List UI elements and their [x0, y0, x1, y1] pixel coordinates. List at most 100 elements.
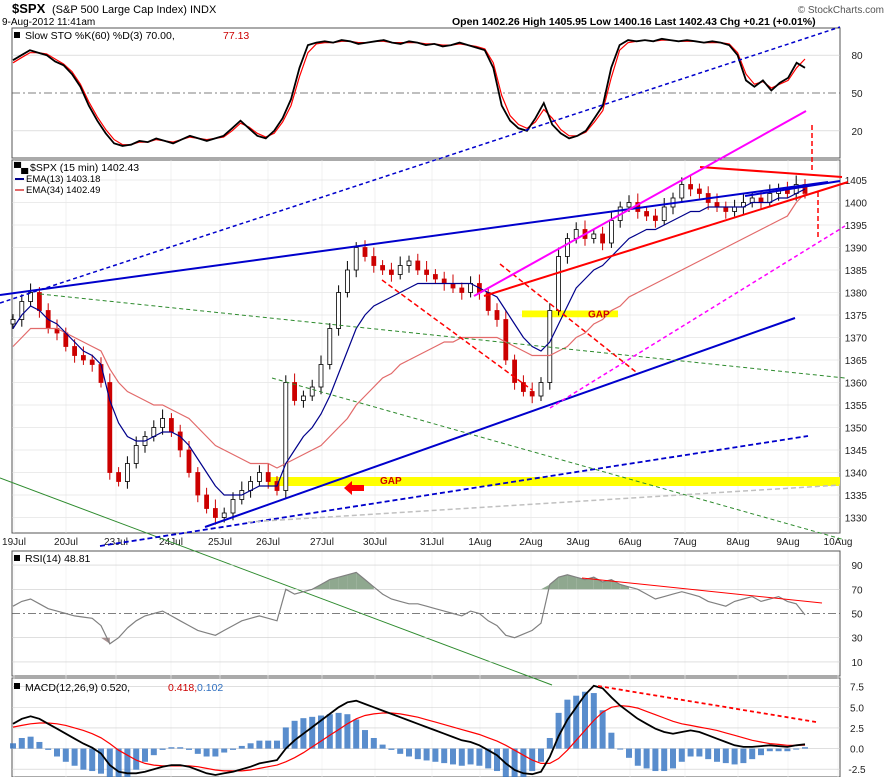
rsi-overbought-fill	[558, 574, 568, 590]
macd-histogram-bar	[194, 748, 201, 754]
candle-body	[679, 184, 685, 199]
macd-histogram-bar	[423, 748, 430, 761]
rsi-legend: RSI(14) 48.81	[25, 553, 91, 565]
price-tick-label: 1380	[845, 289, 868, 300]
candle-body	[160, 418, 166, 428]
macd-histogram-bar	[221, 748, 228, 753]
candle-body	[521, 382, 526, 392]
rsi-legend-swatch	[14, 555, 20, 561]
ema13-line	[12, 188, 806, 496]
sto-tick-label: 80	[851, 51, 863, 62]
ema34-legend: EMA(34) 1402.49	[26, 185, 100, 196]
macd-histogram-bar	[441, 748, 448, 764]
sto-legend: Slow STO %K(60) %D(3) 70.00,	[25, 30, 175, 42]
candle-body	[116, 472, 121, 482]
macd-histogram-bar	[98, 748, 104, 774]
date-tick-label: 30Jul	[363, 537, 387, 548]
macd-histogram-bar	[18, 737, 25, 749]
macd-histogram-bar	[238, 745, 245, 749]
macd-histogram-bar	[256, 740, 263, 749]
macd-histogram-bar	[546, 737, 553, 749]
green-dashed-line	[39, 293, 846, 379]
candle-body	[212, 508, 218, 518]
candle-body	[432, 274, 438, 280]
candle-body	[723, 206, 729, 212]
price-tick-label: 1350	[845, 424, 868, 435]
macd-tick-label: 0.0	[850, 745, 864, 756]
macd-histogram-bar	[326, 714, 333, 749]
date-tick-label: 25Jul	[208, 537, 232, 548]
symbol-text: $SPX	[12, 1, 46, 16]
candle-body	[503, 319, 509, 361]
price-tick-label: 1365	[845, 356, 868, 367]
green-dashed-line	[271, 377, 846, 541]
macd-histogram-bar	[397, 748, 404, 754]
macd-histogram-bar	[643, 748, 650, 769]
macd-histogram-bar	[247, 743, 254, 749]
candle-body	[28, 292, 34, 302]
date-tick-label: 27Jul	[310, 537, 334, 548]
candle-body	[688, 184, 693, 190]
macd-histogram-bar	[80, 748, 87, 770]
macd-histogram-bar	[608, 732, 615, 749]
rsi-overbought-fill	[541, 584, 550, 590]
rsi-overbought-fill	[347, 572, 357, 590]
macd-histogram-bar	[687, 748, 694, 757]
macd-histogram-bar	[617, 748, 624, 750]
macd-histogram-bar	[62, 748, 69, 762]
candle-body	[10, 319, 16, 325]
macd-histogram-bar	[124, 748, 131, 777]
index-name-text: (S&P 500 Large Cap Index)	[52, 4, 187, 16]
macd-histogram-bar	[27, 736, 34, 749]
candle-body	[37, 292, 42, 311]
macd-histogram-bar	[115, 748, 122, 777]
candle-body	[336, 292, 342, 329]
macd-histogram-bar	[458, 748, 465, 766]
candle-body	[661, 206, 667, 221]
macd-histogram-bar	[89, 748, 96, 772]
candle-body	[265, 472, 271, 482]
macd-histogram-bar	[265, 740, 272, 749]
macd-signal-line	[12, 704, 806, 772]
red-dashed-line	[381, 279, 533, 391]
macd-histogram-bar	[282, 727, 289, 749]
macd-histogram-bar	[10, 743, 16, 749]
gap-band-large	[268, 477, 840, 486]
price-tick-label: 1335	[845, 491, 868, 502]
candle-body	[283, 382, 289, 491]
candle-body	[697, 188, 702, 194]
gray-dashed-line	[247, 484, 841, 523]
macd-histogram-bar	[45, 748, 52, 750]
rsi-tick-label: 70	[851, 585, 863, 596]
candle-body	[177, 431, 183, 451]
macd-histogram-bar	[696, 748, 703, 757]
macd-histogram-bar	[661, 748, 668, 772]
macd-tick-label: 2.5	[850, 724, 864, 735]
macd-histogram-bar	[406, 748, 412, 757]
candle-body	[644, 211, 649, 217]
macd-tick-label: 5.0	[850, 703, 864, 714]
sto-legend-value: 77.13	[223, 30, 249, 42]
macd-histogram-bar	[186, 748, 192, 750]
candle-body	[89, 359, 95, 365]
macd-histogram-bar	[71, 748, 78, 766]
candle-body	[494, 310, 500, 320]
price-tick-label: 1395	[845, 221, 868, 232]
rsi-trend-line	[581, 577, 823, 604]
candle-body	[388, 269, 394, 275]
macd-histogram-bar	[344, 714, 351, 749]
macd-histogram-bar	[388, 748, 395, 750]
candle-body	[81, 355, 86, 361]
macd-histogram-bar	[766, 748, 773, 752]
candle-body	[415, 260, 421, 271]
price-tick-label: 1370	[845, 334, 868, 345]
candle-body	[459, 287, 465, 293]
gap-arrow-icon	[344, 481, 364, 495]
candle-body	[344, 269, 350, 293]
macd-histogram-bar	[670, 748, 676, 769]
candle-body	[600, 233, 605, 244]
macd-histogram-bar	[309, 716, 316, 749]
date-tick-label: 7Aug	[673, 537, 696, 548]
macd-histogram-bar	[230, 748, 236, 750]
price-tick-label: 1400	[845, 199, 868, 210]
